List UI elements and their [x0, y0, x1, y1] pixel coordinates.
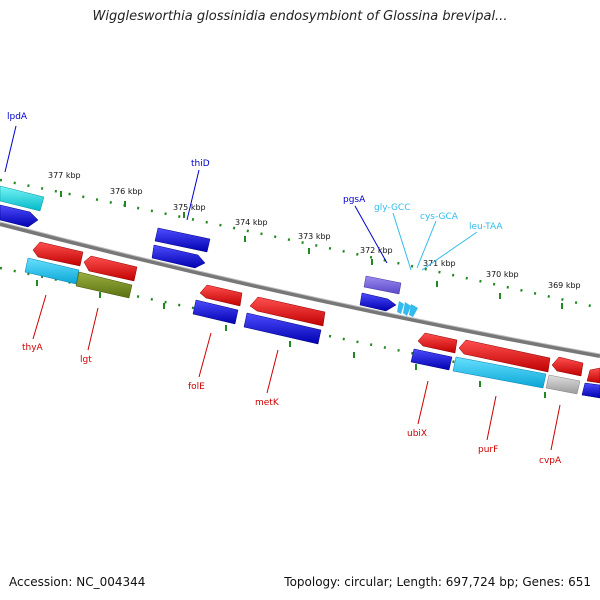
- label-lpdA[interactable]: lpdA: [7, 112, 28, 122]
- gene-reverse[interactable]: [551, 356, 584, 377]
- tick-label: 370 kbp: [486, 270, 519, 279]
- gene-reverse[interactable]: [249, 296, 326, 327]
- label-cvpA[interactable]: cvpA: [539, 456, 562, 466]
- gene-lpdA[interactable]: [0, 185, 45, 212]
- tick-label: 372 kbp: [360, 246, 393, 255]
- tick-label: 369 kbp: [548, 281, 581, 290]
- leader-lines: [4, 125, 561, 451]
- gene-reverse[interactable]: [586, 367, 600, 384]
- gene-reverse[interactable]: [32, 241, 84, 267]
- gene-forward[interactable]: [359, 292, 397, 312]
- rna-leu-TAA[interactable]: [409, 304, 418, 317]
- gene-purF[interactable]: [452, 356, 547, 389]
- tick-label: 373 kbp: [298, 232, 331, 241]
- gene-folE[interactable]: [192, 299, 239, 325]
- label-purF[interactable]: purF: [478, 445, 498, 455]
- label-cys-GCA[interactable]: cys-GCA: [420, 212, 459, 222]
- label-thiD[interactable]: thiD: [191, 159, 210, 169]
- tick-label: 377 kbp: [48, 171, 81, 180]
- tick-label: 374 kbp: [235, 218, 268, 227]
- gene-labels: lpdA thiD pgsA gly-GCC cys-GCA leu-TAA t…: [7, 112, 562, 466]
- label-ubiX[interactable]: ubiX: [407, 429, 427, 439]
- label-thyA[interactable]: thyA: [22, 343, 44, 353]
- gene-forward[interactable]: [151, 244, 206, 269]
- gene-reverse[interactable]: [83, 255, 138, 282]
- tick-label: 376 kbp: [110, 187, 143, 196]
- rna-cys-GCA[interactable]: [403, 302, 411, 316]
- genome-stats-text: Topology: circular; Length: 697,724 bp; …: [284, 575, 591, 589]
- gene-reverse[interactable]: [199, 284, 243, 307]
- gene-thyA[interactable]: [24, 257, 80, 285]
- label-leu-TAA[interactable]: leu-TAA: [469, 222, 503, 232]
- major-ticks-upper: [60, 191, 563, 309]
- tick-label: 375 kbp: [173, 203, 206, 212]
- gene-forward[interactable]: [0, 204, 39, 228]
- label-pgsA[interactable]: pgsA: [343, 195, 366, 205]
- gene-reverse[interactable]: [458, 339, 551, 373]
- gene-reverse[interactable]: [417, 332, 458, 354]
- label-gly-GCC[interactable]: gly-GCC: [374, 203, 411, 213]
- tick-labels: 377 kbp 376 kbp 375 kbp 374 kbp 373 kbp …: [48, 171, 581, 290]
- label-metK[interactable]: metK: [255, 398, 280, 408]
- gene-thiD[interactable]: [154, 227, 211, 253]
- gene-cvpA[interactable]: [545, 374, 581, 395]
- gene-lgt[interactable]: [75, 271, 133, 299]
- label-lgt[interactable]: lgt: [80, 355, 92, 365]
- major-ticks-lower: [36, 280, 546, 398]
- map-title: Wigglesworthia glossinidia endosymbiont …: [92, 9, 508, 24]
- genome-backbone: [0, 222, 600, 358]
- tick-label: 371 kbp: [423, 259, 456, 268]
- genome-backbone-highlight: [0, 221, 600, 355]
- forward-strand-genes: [0, 185, 418, 317]
- rna-gly-GCC[interactable]: [397, 301, 404, 314]
- gene-forward[interactable]: [581, 382, 600, 399]
- tick-track-upper: [0, 178, 600, 310]
- gene-metK[interactable]: [243, 312, 322, 345]
- reverse-strand-genes: [24, 241, 600, 399]
- label-folE[interactable]: folE: [188, 382, 205, 392]
- gene-pgsA[interactable]: [363, 275, 402, 295]
- accession-text: Accession: NC_004344: [9, 575, 146, 589]
- gene-ubiX[interactable]: [410, 348, 453, 371]
